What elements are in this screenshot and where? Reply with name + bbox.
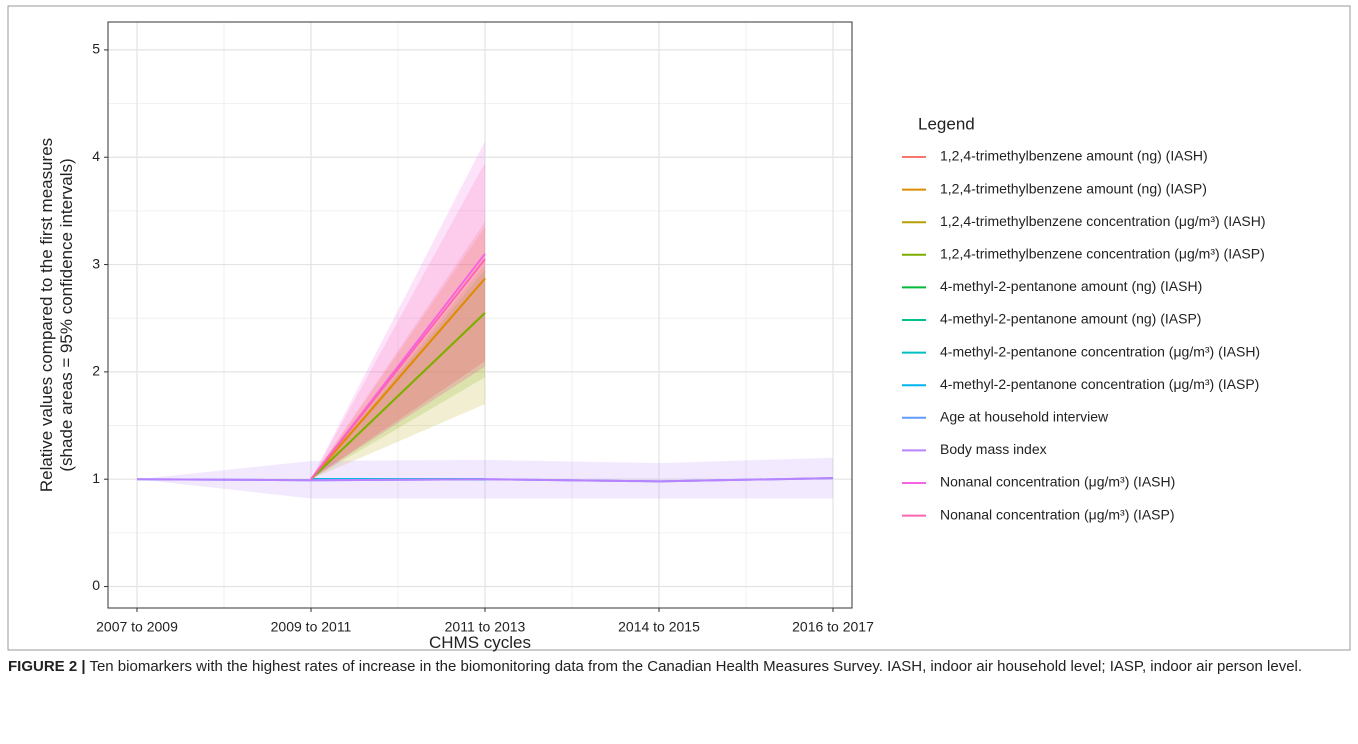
y-tick-label: 2 [92, 363, 100, 379]
legend-label: 1,2,4-trimethylbenzene concentration (μg… [940, 246, 1265, 262]
y-tick-label: 0 [92, 577, 100, 593]
confidence-band [311, 269, 485, 480]
series-line [310, 258, 486, 480]
legend-label: Nonanal concentration (μg/m³) (IASH) [940, 474, 1175, 490]
confidence-band [311, 226, 485, 480]
x-axis-title: CHMS cycles [429, 633, 531, 652]
y-tick-label: 3 [92, 255, 100, 271]
y-axis-title: Relative values compared to the first me… [37, 138, 76, 492]
legend-title: Legend [918, 114, 975, 133]
legend-label: 4-methyl-2-pentanone amount (ng) (IASH) [940, 278, 1202, 294]
x-tick-label: 2009 to 2011 [271, 619, 352, 635]
caption-label: FIGURE 2 | [8, 658, 86, 675]
y-axis-title-line: (shade areas = 95% confidence intervals) [57, 158, 76, 471]
legend-label: 1,2,4-trimethylbenzene amount (ng) (IASP… [940, 180, 1207, 196]
confidence-band [311, 141, 485, 480]
y-tick-label: 5 [92, 41, 100, 57]
plot-background [108, 22, 852, 608]
x-tick-label: 2016 to 2017 [792, 619, 874, 635]
legend-label: 4-methyl-2-pentanone concentration (μg/m… [940, 343, 1260, 359]
confidence-band [311, 221, 485, 480]
legend-label: 4-methyl-2-pentanone concentration (μg/m… [940, 376, 1259, 392]
legend-label: 4-methyl-2-pentanone amount (ng) (IASP) [940, 311, 1201, 327]
confidence-band [311, 264, 485, 480]
legend-label: Nonanal concentration (μg/m³) (IASP) [940, 506, 1175, 522]
legend-label: 1,2,4-trimethylbenzene concentration (μg… [940, 213, 1266, 229]
x-tick-label: 2014 to 2015 [618, 619, 700, 635]
caption-text: Ten biomarkers with the highest rates of… [89, 658, 1303, 675]
chart: CHMS cycles Legend 0 1 2 3 4 5 2007 to 2009 200… [7, 5, 1351, 652]
x-tick-label: 2007 to 2009 [96, 619, 178, 635]
confidence-band [311, 162, 485, 480]
legend-label: Age at household interview [940, 409, 1109, 425]
plot-border [107, 21, 853, 609]
caption: FIGURE 2 | Ten biomarkers with the highe… [8, 654, 1338, 679]
confidence-band [137, 457, 833, 499]
series-line [310, 312, 486, 480]
y-tick-label: 4 [92, 148, 100, 164]
figure-frame [7, 5, 1351, 651]
x-tick-label: 2011 to 2013 [445, 619, 526, 635]
legend-label: 1,2,4-trimethylbenzene amount (ng) (IASH… [940, 148, 1208, 164]
y-tick-label: 1 [92, 470, 100, 486]
series-line [310, 277, 486, 480]
legend-label: Body mass index [940, 441, 1047, 457]
y-axis-title-line: Relative values compared to the first me… [37, 138, 56, 492]
series-line [136, 477, 834, 483]
